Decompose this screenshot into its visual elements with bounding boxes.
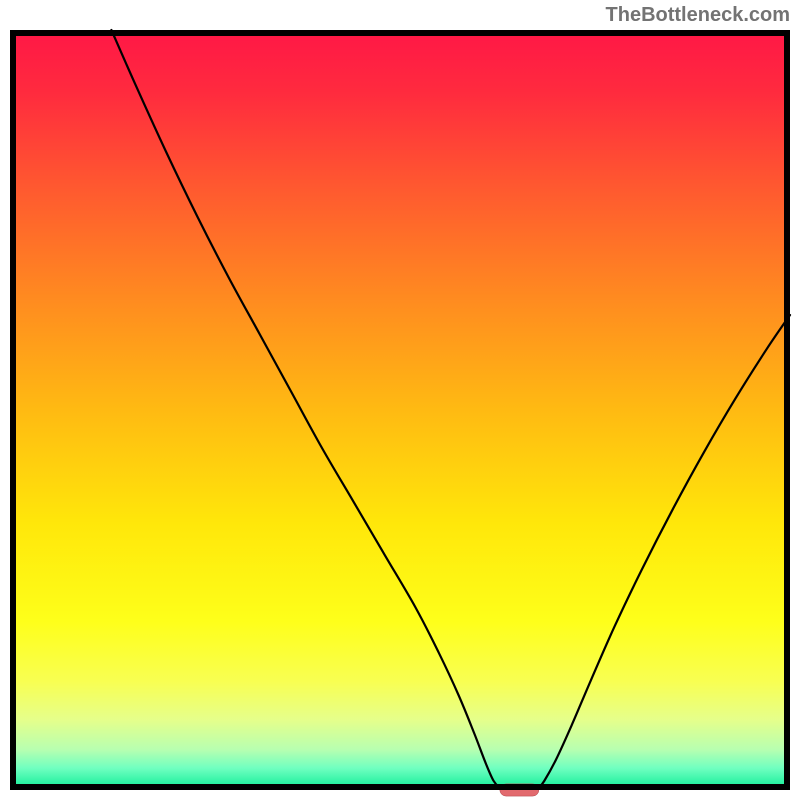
watermark-label: TheBottleneck.com [606,4,790,27]
bottleneck-chart: TheBottleneck.com [0,0,800,800]
chart-background [13,33,787,787]
plot-svg [0,0,800,800]
